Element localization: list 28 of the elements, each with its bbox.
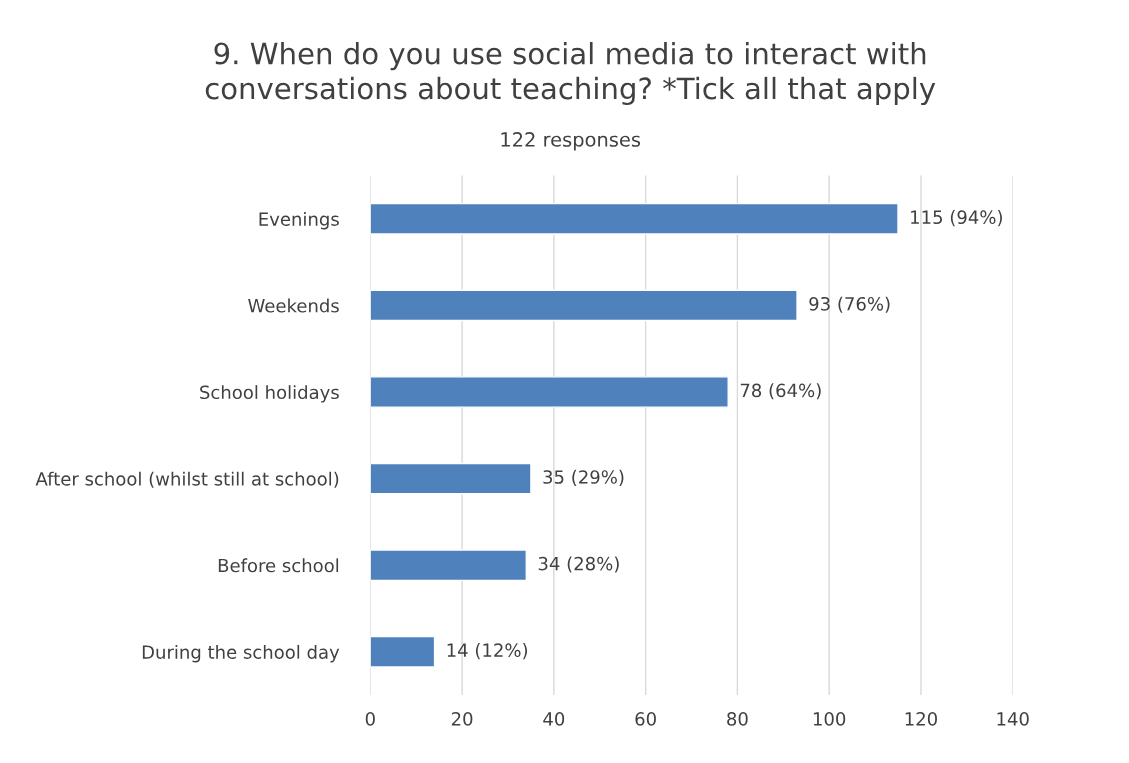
x-tick-label: 40 <box>543 712 565 726</box>
data-label: 93 (76%) <box>809 296 890 313</box>
x-tick-label: 20 <box>451 712 473 726</box>
bar <box>370 635 436 668</box>
data-label: 115 (94%) <box>911 210 1002 227</box>
y-tick-label: During the school day <box>142 644 340 663</box>
x-tick-label: 0 <box>365 712 375 726</box>
bar <box>370 376 729 408</box>
y-tick-label: After school (whilst still at school) <box>35 471 339 488</box>
x-tick-label: 140 <box>997 712 1029 726</box>
y-tick-label: Evenings <box>259 211 339 230</box>
bar <box>370 289 798 322</box>
data-label: 78 (64%) <box>740 383 821 400</box>
bar <box>370 549 528 582</box>
bar <box>370 202 899 235</box>
x-tick-label: 100 <box>813 712 846 726</box>
x-tick-label: 120 <box>905 712 937 726</box>
data-label: 34 (28%) <box>538 556 619 573</box>
chart-title: 9. When do you use social media to interact with conversations about teaching? *Tick all that apply <box>205 41 936 106</box>
data-label: 14 (12%) <box>447 643 528 660</box>
y-tick-label: School holidays <box>200 385 339 403</box>
y-tick-label: Weekends <box>248 298 339 313</box>
chart-subtitle: 122 responses <box>501 132 641 151</box>
bar <box>370 462 532 495</box>
data-label: 35 (29%) <box>543 469 624 486</box>
y-tick-label: Before school <box>218 558 339 573</box>
x-tick-label: 60 <box>635 712 656 726</box>
x-tick-label: 80 <box>727 712 748 726</box>
